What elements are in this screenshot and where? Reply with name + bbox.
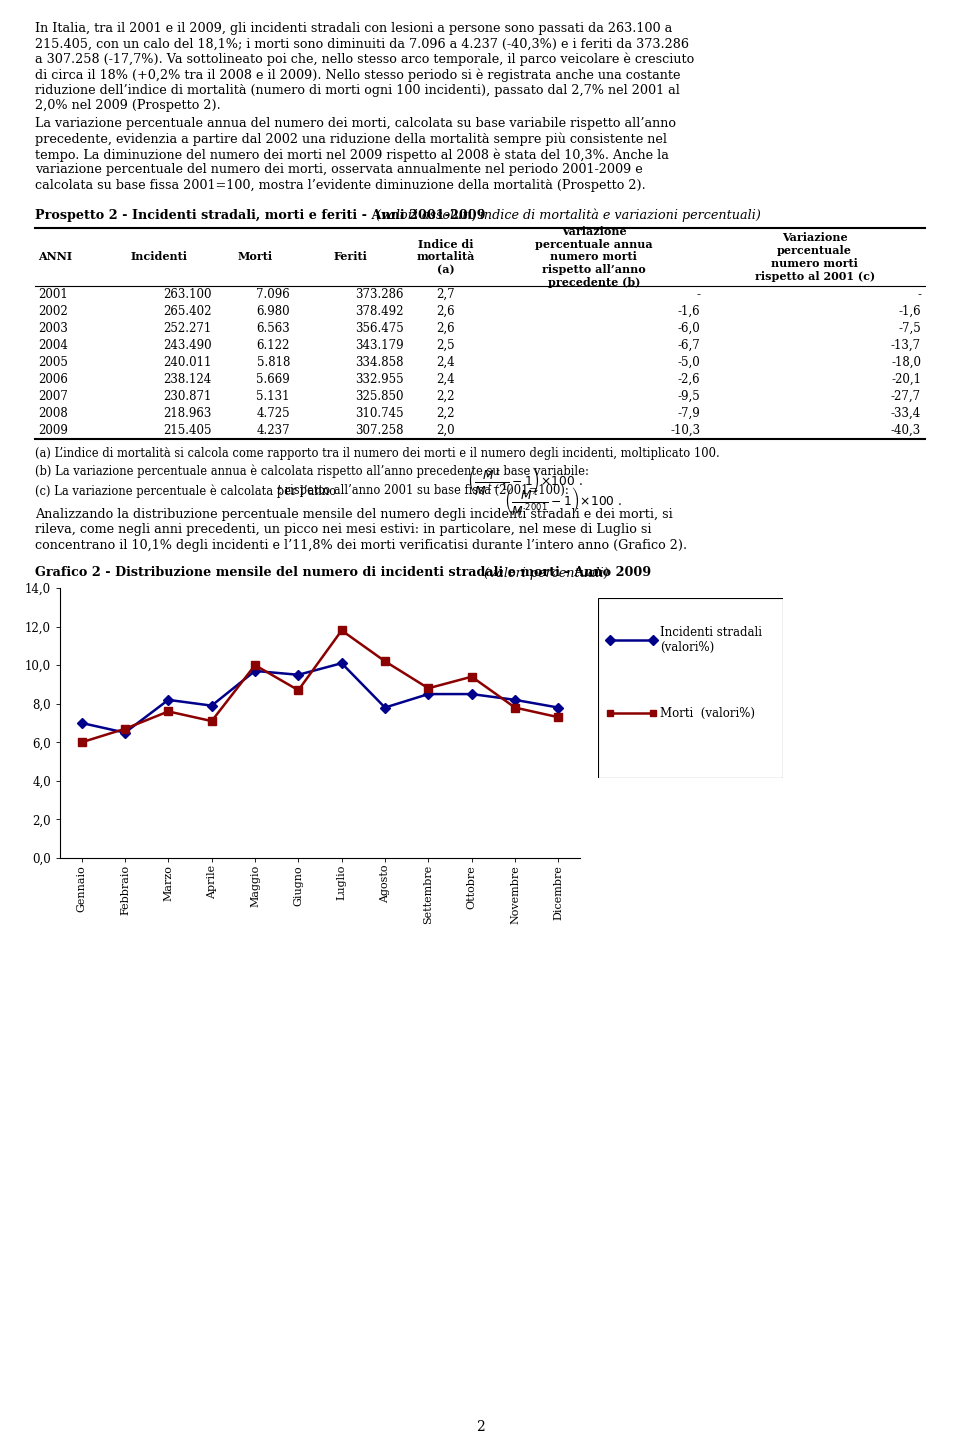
Text: 2,4: 2,4	[437, 373, 455, 386]
Text: (b) La variazione percentuale annua è calcolata rispetto all’anno precedente su : (b) La variazione percentuale annua è ca…	[35, 464, 588, 478]
Text: -10,3: -10,3	[670, 423, 700, 436]
Text: 343.179: 343.179	[355, 338, 404, 351]
Text: 6.563: 6.563	[256, 323, 290, 336]
Text: -20,1: -20,1	[891, 373, 921, 386]
Text: 310.745: 310.745	[355, 408, 404, 420]
Text: 265.402: 265.402	[163, 305, 211, 318]
Text: -33,4: -33,4	[891, 408, 921, 420]
Text: Morti  (valori%): Morti (valori%)	[660, 707, 755, 720]
Text: 2,0: 2,0	[437, 423, 455, 436]
Text: Incidenti stradali
(valori%): Incidenti stradali (valori%)	[660, 626, 762, 654]
Text: calcolata su base fissa 2001=100, mostra l’evidente diminuzione della mortalità : calcolata su base fissa 2001=100, mostra…	[35, 179, 646, 192]
Text: 2: 2	[475, 1420, 485, 1434]
Text: 240.011: 240.011	[163, 356, 211, 369]
Text: 2002: 2002	[38, 305, 68, 318]
Text: t: t	[276, 484, 280, 497]
Text: riduzione dell’indice di mortalità (numero di morti ogni 100 incidenti), passato: riduzione dell’indice di mortalità (nume…	[35, 84, 680, 96]
Text: 243.490: 243.490	[163, 338, 211, 351]
Text: 334.858: 334.858	[355, 356, 404, 369]
Text: 238.124: 238.124	[163, 373, 211, 386]
Text: 2009: 2009	[38, 423, 68, 436]
Text: Morti: Morti	[237, 252, 273, 262]
Text: 5.669: 5.669	[256, 373, 290, 386]
Text: In Italia, tra il 2001 e il 2009, gli incidenti stradali con lesioni a persone s: In Italia, tra il 2001 e il 2009, gli in…	[35, 22, 672, 35]
Text: (a) L’indice di mortalità si calcola come rapporto tra il numero dei morti e il : (a) L’indice di mortalità si calcola com…	[35, 446, 720, 459]
Text: Feriti: Feriti	[334, 252, 368, 262]
Text: 332.955: 332.955	[355, 373, 404, 386]
Text: 4.725: 4.725	[256, 408, 290, 420]
Text: Variazione
percentuale
numero morti
rispetto al 2001 (c): Variazione percentuale numero morti risp…	[755, 232, 875, 282]
Text: a 307.258 (-17,7%). Va sottolineato poi che, nello stesso arco temporale, il par: a 307.258 (-17,7%). Va sottolineato poi …	[35, 53, 694, 66]
Text: -: -	[696, 288, 700, 301]
Text: -7,5: -7,5	[899, 323, 921, 336]
Text: 2005: 2005	[38, 356, 68, 369]
Text: Variazione
percentuale annua
numero morti
rispetto all’anno
precedente (b): Variazione percentuale annua numero mort…	[535, 226, 653, 288]
Text: (valori assoluti, indice di mortalità e variazioni percentuali): (valori assoluti, indice di mortalità e …	[372, 209, 760, 222]
Text: 230.871: 230.871	[163, 390, 211, 403]
Text: 215.405: 215.405	[163, 423, 211, 436]
Text: 7.096: 7.096	[256, 288, 290, 301]
Text: 2007: 2007	[38, 390, 68, 403]
Text: rispetto all’anno 2001 su base fissa (2001=100):: rispetto all’anno 2001 su base fissa (20…	[281, 484, 569, 497]
Text: 263.100: 263.100	[163, 288, 211, 301]
Text: -40,3: -40,3	[891, 423, 921, 436]
Text: 2,6: 2,6	[437, 305, 455, 318]
Text: Analizzando la distribuzione percentuale mensile del numero degli incidenti stra: Analizzando la distribuzione percentuale…	[35, 508, 673, 521]
Text: 307.258: 307.258	[355, 423, 404, 436]
Text: $\left(\dfrac{M^{\,t}}{M^{\,t-1}}-1\right)\!\times\!100$ .: $\left(\dfrac{M^{\,t}}{M^{\,t-1}}-1\righ…	[468, 465, 583, 497]
Text: -1,6: -1,6	[899, 305, 921, 318]
Text: 2004: 2004	[38, 338, 68, 351]
Text: 373.286: 373.286	[355, 288, 404, 301]
Text: 2008: 2008	[38, 408, 68, 420]
Text: 2,7: 2,7	[437, 288, 455, 301]
Text: ANNI: ANNI	[38, 252, 72, 262]
Text: 2,6: 2,6	[437, 323, 455, 336]
Text: 378.492: 378.492	[355, 305, 404, 318]
Text: 2001: 2001	[38, 288, 68, 301]
Text: 6.980: 6.980	[256, 305, 290, 318]
Text: 5.131: 5.131	[256, 390, 290, 403]
Text: 2006: 2006	[38, 373, 68, 386]
Text: precedente, evidenzia a partire dal 2002 una riduzione della mortalità sempre pi: precedente, evidenzia a partire dal 2002…	[35, 132, 667, 145]
Text: -13,7: -13,7	[891, 338, 921, 351]
Text: rileva, come negli anni precedenti, un picco nei mesi estivi: in particolare, ne: rileva, come negli anni precedenti, un p…	[35, 524, 652, 537]
Text: 2,0% nel 2009 (Prospetto 2).: 2,0% nel 2009 (Prospetto 2).	[35, 99, 221, 112]
Text: 252.271: 252.271	[163, 323, 211, 336]
Text: -18,0: -18,0	[891, 356, 921, 369]
Text: 2,2: 2,2	[437, 390, 455, 403]
Text: Grafico 2 - Distribuzione mensile del numero di incidenti stradali e morti - Ann: Grafico 2 - Distribuzione mensile del nu…	[35, 566, 651, 579]
Text: Incidenti: Incidenti	[131, 252, 187, 262]
Text: 218.963: 218.963	[163, 408, 211, 420]
Text: 2,5: 2,5	[437, 338, 455, 351]
Text: -5,0: -5,0	[678, 356, 700, 369]
Text: -7,9: -7,9	[678, 408, 700, 420]
Text: -27,7: -27,7	[891, 390, 921, 403]
Text: -: -	[917, 288, 921, 301]
Text: 325.850: 325.850	[355, 390, 404, 403]
Text: La variazione percentuale annua del numero dei morti, calcolata su base variabil: La variazione percentuale annua del nume…	[35, 117, 676, 130]
Text: di circa il 18% (+0,2% tra il 2008 e il 2009). Nello stesso periodo si è registr: di circa il 18% (+0,2% tra il 2008 e il …	[35, 69, 681, 82]
Text: (valori percentuali): (valori percentuali)	[480, 566, 610, 579]
Text: Prospetto 2 - Incidenti stradali, morti e feriti - Anni 2001-2009: Prospetto 2 - Incidenti stradali, morti …	[35, 209, 486, 222]
Text: variazione percentuale del numero dei morti, osservata annualmente nel periodo 2: variazione percentuale del numero dei mo…	[35, 164, 643, 177]
Text: 2,4: 2,4	[437, 356, 455, 369]
Text: -6,0: -6,0	[678, 323, 700, 336]
Text: -6,7: -6,7	[678, 338, 700, 351]
Text: 6.122: 6.122	[256, 338, 290, 351]
Text: (c) La variazione percentuale è calcolata per l’anno: (c) La variazione percentuale è calcolat…	[35, 484, 340, 497]
Text: concentrano il 10,1% degli incidenti e l’11,8% dei morti verificatisi durante l’: concentrano il 10,1% degli incidenti e l…	[35, 539, 687, 552]
Text: -2,6: -2,6	[678, 373, 700, 386]
Text: 2003: 2003	[38, 323, 68, 336]
Text: 5.818: 5.818	[256, 356, 290, 369]
Text: 215.405, con un calo del 18,1%; i morti sono diminuiti da 7.096 a 4.237 (-40,3%): 215.405, con un calo del 18,1%; i morti …	[35, 37, 689, 50]
Text: 4.237: 4.237	[256, 423, 290, 436]
Text: $\left(\dfrac{M^{\,t}}{M^{\,2001}}-1\right)\!\times\!100$ .: $\left(\dfrac{M^{\,t}}{M^{\,2001}}-1\rig…	[504, 485, 622, 517]
Text: -9,5: -9,5	[678, 390, 700, 403]
Text: 356.475: 356.475	[355, 323, 404, 336]
Text: Indice di
mortalità
(a): Indice di mortalità (a)	[417, 239, 475, 275]
Text: 2,2: 2,2	[437, 408, 455, 420]
Text: -1,6: -1,6	[678, 305, 700, 318]
Text: tempo. La diminuzione del numero dei morti nel 2009 rispetto al 2008 è stata del: tempo. La diminuzione del numero dei mor…	[35, 148, 669, 161]
